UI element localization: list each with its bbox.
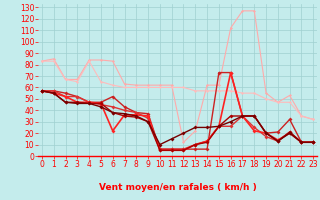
X-axis label: Vent moyen/en rafales ( km/h ): Vent moyen/en rafales ( km/h ) (99, 183, 256, 192)
